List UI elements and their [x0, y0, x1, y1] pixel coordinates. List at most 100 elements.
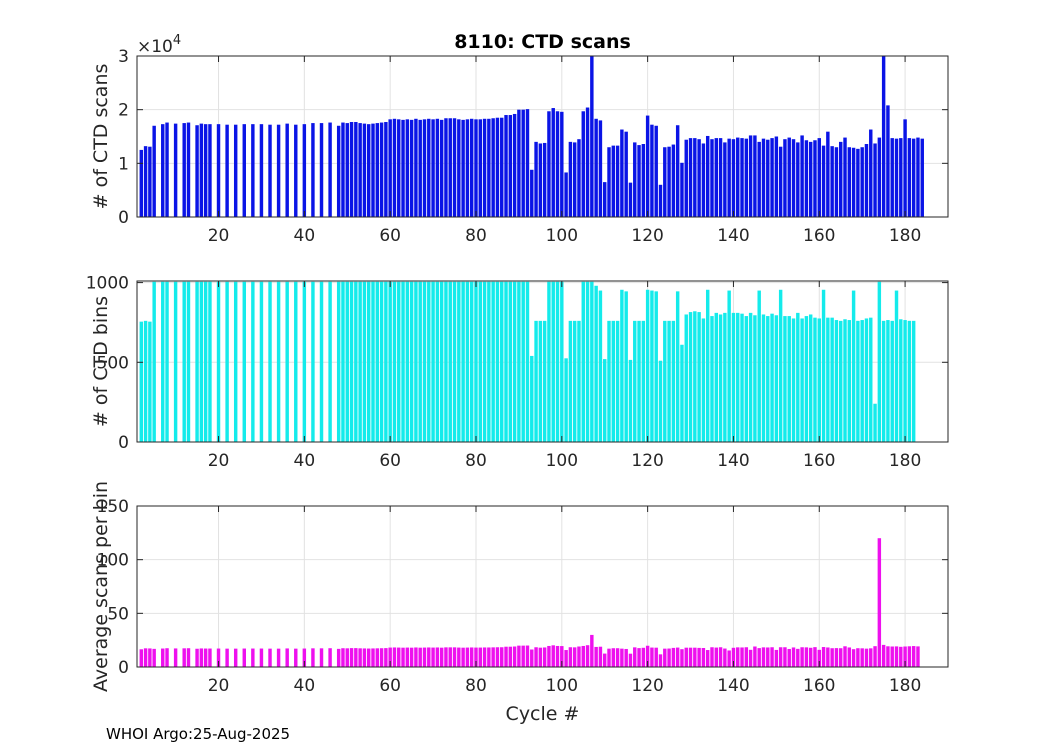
bar	[349, 281, 354, 442]
bar	[414, 118, 418, 217]
bar	[268, 124, 272, 217]
x-tick-label: 180	[889, 451, 921, 471]
bar	[894, 138, 899, 217]
bar	[628, 359, 633, 442]
bar	[757, 141, 761, 217]
bar	[469, 647, 474, 667]
bar	[740, 138, 744, 217]
bar	[186, 648, 191, 667]
bar	[452, 647, 457, 667]
bar	[839, 320, 843, 442]
bar	[435, 281, 440, 442]
bar	[826, 131, 830, 217]
bar	[508, 646, 513, 667]
x-tick-label: 160	[803, 451, 835, 471]
bar	[637, 648, 641, 667]
bins-panel: 20 40 60 80 100 120 140 160 180 0 500 1000# of CTD …	[86, 274, 949, 471]
bar	[727, 650, 731, 667]
bar	[594, 285, 598, 442]
bar	[384, 122, 388, 217]
bar	[504, 646, 508, 667]
bar	[581, 645, 585, 667]
bar	[688, 138, 693, 217]
bar	[251, 124, 255, 217]
footer-credit: WHOI Argo:25-Aug-2025	[106, 725, 291, 743]
bar	[294, 124, 298, 217]
bar	[521, 109, 525, 217]
bar	[890, 138, 894, 217]
bar	[431, 647, 435, 667]
bar	[899, 646, 903, 667]
bar	[268, 281, 272, 442]
bar	[607, 320, 611, 442]
bar	[341, 281, 345, 442]
bar	[409, 647, 414, 667]
bar	[478, 647, 482, 667]
bar	[877, 137, 882, 217]
bar	[508, 115, 513, 217]
bar	[843, 319, 847, 442]
bar	[199, 281, 204, 442]
bar	[637, 145, 641, 217]
bar	[860, 648, 864, 667]
bar	[551, 108, 555, 217]
bar	[474, 119, 478, 217]
bar	[736, 137, 740, 217]
bar	[564, 172, 568, 217]
bar	[418, 647, 422, 667]
bar	[839, 141, 843, 217]
bar	[624, 291, 628, 442]
bar	[560, 281, 564, 442]
bar	[697, 312, 701, 442]
bar	[869, 317, 873, 442]
bar	[242, 648, 246, 667]
bar	[864, 144, 869, 217]
bar	[744, 138, 749, 217]
bar	[890, 646, 894, 667]
bar	[658, 360, 663, 442]
bar	[611, 320, 616, 442]
bar	[727, 138, 731, 217]
bar	[843, 646, 847, 667]
bar	[791, 139, 796, 217]
bar	[620, 289, 624, 442]
bar	[864, 318, 869, 442]
bar	[375, 648, 380, 667]
bar	[654, 647, 658, 667]
bar	[414, 281, 418, 442]
x-tick-label: 180	[889, 226, 921, 246]
bar	[620, 129, 624, 217]
bar	[675, 291, 680, 442]
bar	[302, 281, 307, 442]
bar	[920, 138, 924, 217]
bar	[671, 320, 676, 442]
bar	[770, 313, 774, 442]
bar	[336, 648, 341, 667]
bar	[208, 281, 212, 442]
bar	[903, 646, 907, 667]
bar	[899, 138, 903, 217]
bar	[645, 115, 650, 217]
x-tick-label: 140	[717, 451, 749, 471]
bar	[487, 647, 491, 667]
bar	[186, 281, 191, 442]
bar	[731, 139, 736, 217]
bar	[349, 648, 354, 667]
bar	[877, 538, 882, 667]
bar	[203, 281, 208, 442]
bar	[684, 647, 688, 667]
bar	[384, 648, 388, 667]
bar	[259, 281, 264, 442]
bar	[628, 653, 633, 667]
bar	[633, 647, 637, 667]
bar	[371, 281, 375, 442]
bar	[435, 118, 440, 217]
bar	[345, 648, 349, 667]
bar	[907, 320, 912, 442]
plot-area	[137, 506, 948, 667]
x-tick-label: 120	[631, 226, 663, 246]
bar	[671, 144, 676, 217]
bar	[491, 281, 495, 442]
bar	[405, 281, 410, 442]
bar	[409, 281, 414, 442]
